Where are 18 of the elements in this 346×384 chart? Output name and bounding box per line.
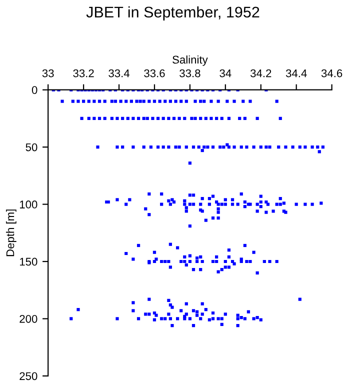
y-tick-label: 0: [32, 86, 38, 94]
y-tick-label: 250: [20, 372, 38, 380]
y-tick-label: 150: [20, 258, 38, 266]
x-tick-label: 33.2: [73, 69, 94, 78]
y-axis-title: Depth [m]: [6, 210, 16, 256]
y-tick-label: 100: [20, 200, 38, 208]
x-tick-label: 34: [220, 69, 232, 78]
x-tick-label: 34.2: [250, 69, 272, 78]
x-tick-label: 33: [42, 69, 54, 78]
x-tick-label: 33.6: [144, 69, 165, 78]
x-axis-title: Salinity: [172, 55, 208, 66]
x-tick-label: 33.8: [180, 69, 200, 78]
y-tick-label: 50: [26, 143, 38, 152]
x-tick-label: 34.6: [321, 69, 342, 78]
x-tick-label: 33.4: [108, 69, 130, 78]
chart-title: JBET in September, 1952: [86, 6, 260, 21]
x-tick-label: 34.4: [286, 69, 307, 78]
y-tick-label: 200: [20, 314, 38, 323]
